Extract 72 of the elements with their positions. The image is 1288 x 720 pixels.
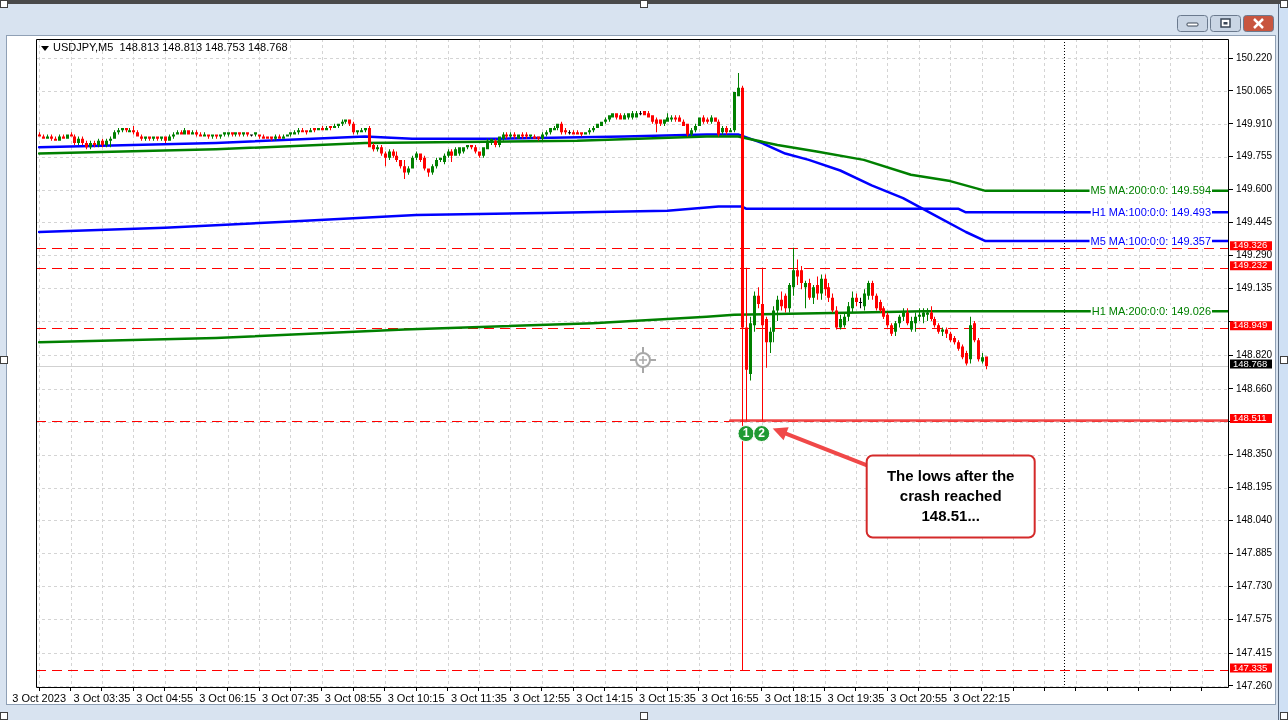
x-tick-label: 3 Oct 20:55 (890, 691, 948, 704)
candlestick (505, 132, 508, 139)
candlestick (258, 134, 261, 139)
y-tick-label: 148.350 (1236, 448, 1273, 460)
candlestick (521, 132, 524, 139)
candlestick (392, 149, 395, 158)
series-label: H1 MA:100:0:0: 149.493 (1091, 205, 1211, 218)
x-tick-label: 3 Oct 08:55 (324, 691, 382, 704)
x-tick-label: 3 Oct 03:35 (73, 691, 131, 704)
y-tick-label: 148.040 (1236, 514, 1273, 526)
x-tick-label: 3 Oct 10:15 (387, 691, 445, 704)
annotation: 2 (758, 426, 766, 441)
ref-line-label: 149.326 (1233, 239, 1268, 251)
ref-line-label: 148.511 (1233, 412, 1267, 424)
x-tick-label: 3 Oct 22:15 (953, 691, 1011, 704)
candlestick (674, 115, 677, 122)
x-tick-label: 3 Oct 11:35 (450, 691, 507, 704)
y-tick-label: 147.575 (1236, 612, 1273, 624)
candlestick (203, 132, 206, 137)
ref-line-label: 147.335 (1233, 661, 1268, 673)
candlestick (38, 132, 41, 137)
candlestick (199, 132, 202, 137)
candlestick (513, 132, 516, 139)
ref-line-label: 148.949 (1233, 319, 1268, 331)
candlestick (447, 149, 450, 158)
y-tick-label: 148.660 (1236, 382, 1273, 394)
ref-line-label: 149.232 (1233, 259, 1268, 271)
candlestick (286, 134, 289, 137)
y-tick-label: 150.220 (1236, 51, 1273, 63)
candlestick (172, 132, 175, 139)
x-tick-label: 3 Oct 07:35 (262, 691, 319, 704)
candlestick (219, 134, 222, 139)
x-tick-label: 3 Oct 19:35 (827, 691, 885, 704)
series-label: H1 MA:200:0:0: 149.026 (1091, 304, 1211, 317)
y-tick-label: 147.730 (1236, 579, 1273, 591)
candlestick (407, 166, 410, 175)
candlestick (211, 134, 214, 139)
y-tick-label: 147.885 (1236, 547, 1273, 559)
candlestick (215, 134, 218, 139)
annotation: 1 (742, 426, 750, 441)
y-tick-label: 147.415 (1236, 646, 1273, 658)
y-tick-label: 149.600 (1236, 183, 1273, 195)
y-tick-label: 149.755 (1236, 150, 1273, 162)
x-tick-label: 3 Oct 06:15 (199, 691, 257, 704)
candlestick (450, 149, 453, 163)
candlestick (666, 113, 669, 122)
x-tick-label: 3 Oct 12:55 (513, 691, 571, 704)
x-tick-label: 3 Oct 18:15 (764, 691, 822, 704)
candlestick (670, 115, 673, 122)
candlestick (710, 115, 713, 124)
x-tick-label: 3 Oct 2023 (12, 691, 67, 704)
x-tick-label: 3 Oct 15:35 (639, 691, 696, 704)
candlestick (525, 132, 528, 139)
chart-title: USDJPY,M5 148.813 148.813 148.753 148.768 (53, 41, 288, 54)
y-tick-label: 148.195 (1236, 481, 1273, 493)
series-label: M5 MA:200:0:0: 149.594 (1090, 184, 1211, 197)
y-tick-label: 149.290 (1236, 249, 1273, 261)
series-label: M5 MA:100:0:0: 149.357 (1090, 234, 1211, 247)
y-tick-label: 150.065 (1236, 84, 1273, 96)
y-tick-label: 149.445 (1236, 216, 1273, 228)
y-tick-label: 149.135 (1236, 281, 1273, 293)
ref-line-label: 148.768 (1233, 357, 1268, 369)
y-tick-label: 147.260 (1236, 679, 1273, 691)
annotation: The lows after the crash reached 148.51... (886, 466, 1015, 524)
x-tick-label: 3 Oct 16:55 (701, 691, 759, 704)
x-tick-label: 3 Oct 04:55 (136, 691, 194, 704)
x-tick-label: 3 Oct 14:15 (576, 691, 634, 704)
candlestick (427, 168, 430, 177)
candlestick (207, 134, 210, 139)
y-tick-label: 149.910 (1236, 117, 1273, 129)
candlestick (702, 115, 705, 124)
y-tick-label: 148.820 (1236, 348, 1273, 360)
